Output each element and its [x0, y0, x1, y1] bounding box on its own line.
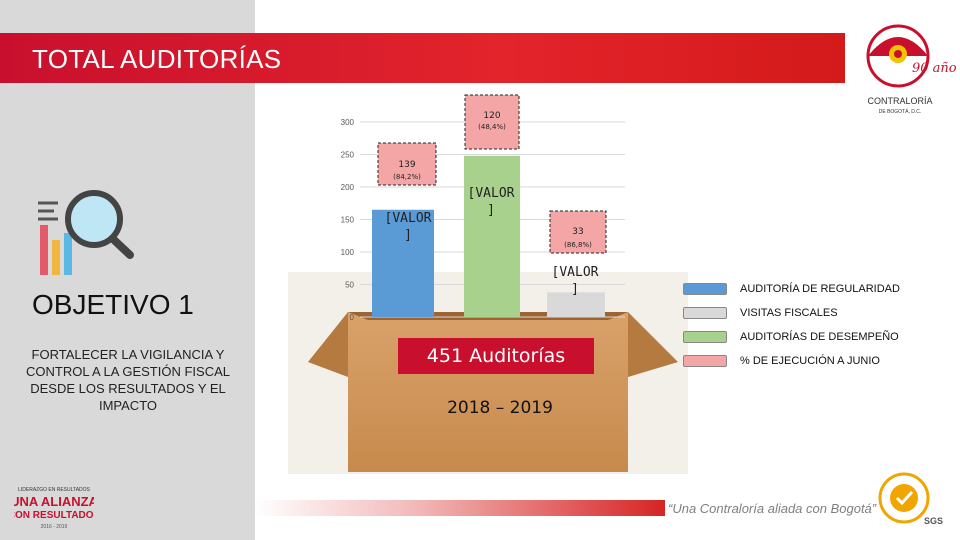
percent-callout [464, 94, 520, 150]
search-analytics-icon [38, 190, 134, 275]
page-title: TOTAL AUDITORÍAS [32, 44, 282, 74]
legend-label: % DE EJECUCIÓN A JUNIO [740, 355, 880, 367]
bottom-strip [255, 500, 665, 516]
title-band [0, 33, 845, 83]
legend-label: VISITAS FISCALES [740, 307, 838, 319]
legend-item: AUDITORÍAS DE DESEMPEÑO [683, 331, 960, 345]
y-tick-label: 0 [350, 313, 355, 322]
callout-percent: (84,2%) [393, 173, 421, 181]
slogan-text: “Una Contraloría aliada con Bogotá” [668, 501, 877, 516]
campaign-sub-text: CON RESULTADOS [14, 510, 94, 521]
callout-percent: (86,8%) [564, 241, 592, 249]
sgs-text: SGS [924, 516, 943, 526]
legend-swatch [683, 283, 727, 295]
objective-title: OBJETIVO 1 [32, 289, 194, 320]
legend-swatch [683, 331, 727, 343]
campaign-main-text: UNA ALIANZA [14, 494, 94, 509]
contraloria-logo: 90 años CONTRALORÍA DE BOGOTÁ, D.C. [866, 24, 956, 115]
anniversary-text: 90 años [912, 61, 956, 76]
legend-swatch [683, 307, 727, 319]
callout-value: 33 [572, 227, 583, 237]
contraloria-subname: DE BOGOTÁ, D.C. [879, 108, 922, 115]
legend-item: VISITAS FISCALES [683, 307, 960, 321]
y-tick-label: 100 [341, 248, 355, 257]
bar-value-label: [VALOR] [468, 186, 515, 218]
legend-label: AUDITORÍA DE REGULARIDAD [740, 283, 900, 295]
legend-label: AUDITORÍAS DE DESEMPEÑO [740, 331, 899, 343]
box-total-label: 451 Auditorías [398, 338, 594, 374]
campaign-logo: LIDERAZGO EN RESULTADOS UNA ALIANZA CON … [14, 487, 94, 530]
y-tick-label: 50 [345, 281, 354, 290]
percent-callout [377, 142, 437, 186]
y-tick-label: 250 [341, 151, 355, 160]
legend-item: AUDITORÍA DE REGULARIDAD [683, 283, 960, 297]
callout-value: 120 [483, 111, 500, 121]
bar-2 [464, 155, 520, 317]
objective-text: FORTALECER LA VIGILANCIA Y CONTROL A LA … [26, 347, 230, 413]
campaign-years: 2016 - 2019 [41, 524, 68, 530]
y-tick-label: 150 [341, 216, 355, 225]
box-year: 2018 – 2019 [447, 398, 553, 418]
bar-3 [547, 292, 605, 317]
legend-swatch [683, 355, 727, 367]
callout-value: 139 [398, 160, 415, 170]
bar-value-label: [VALOR] [552, 265, 599, 297]
sgs-certification-logo: SGS [878, 472, 943, 526]
bar-value-label: [VALOR] [385, 211, 432, 243]
callout-percent: (48,4%) [478, 123, 506, 131]
contraloria-name: CONTRALORÍA [867, 96, 932, 106]
legend-item: % DE EJECUCIÓN A JUNIO [683, 355, 960, 369]
campaign-top-text: LIDERAZGO EN RESULTADOS [18, 487, 90, 493]
y-tick-label: 300 [341, 118, 355, 127]
bar-1 [372, 209, 434, 317]
y-tick-label: 200 [341, 183, 355, 192]
percent-callout [549, 210, 607, 254]
